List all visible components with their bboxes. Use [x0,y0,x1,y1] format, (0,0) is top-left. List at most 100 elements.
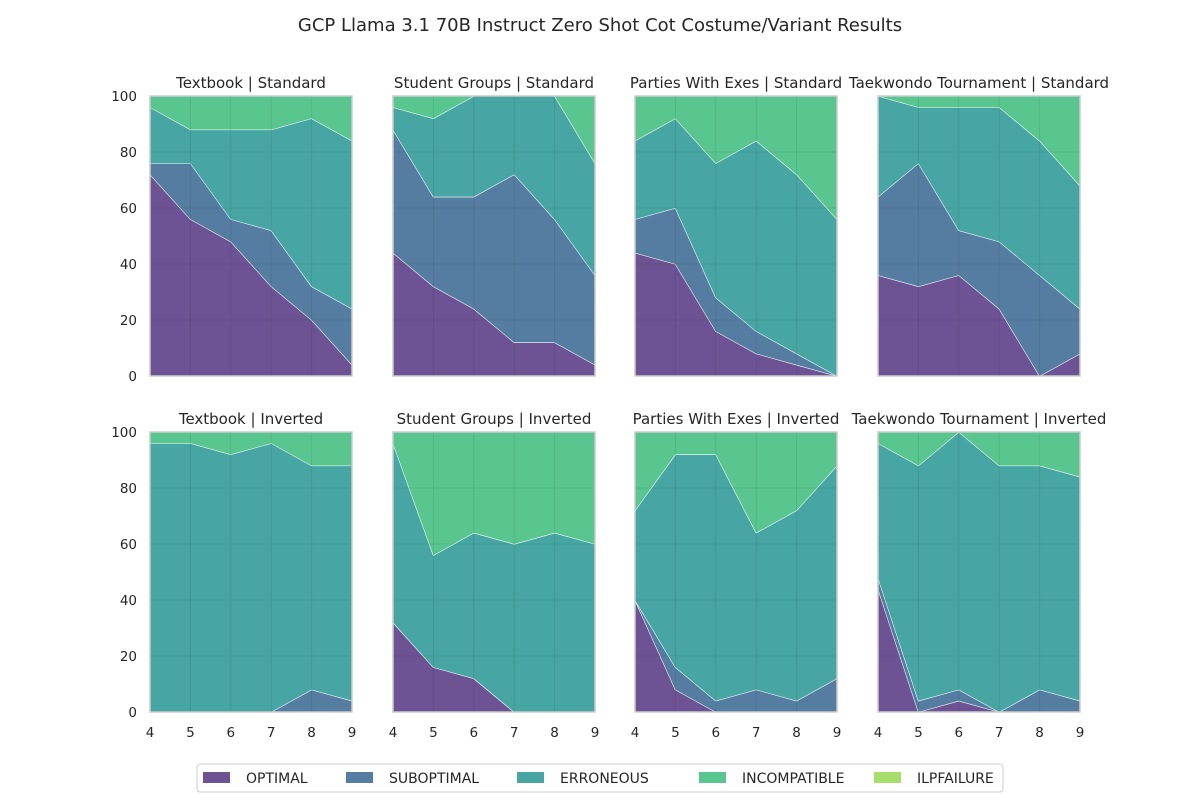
x-tick-label: 7 [752,725,761,741]
area-erroneous [878,96,1080,309]
x-tick-label: 7 [267,725,276,741]
area-optimal [635,600,837,712]
y-tick-label: 60 [120,201,137,217]
area-incompatible [635,96,837,220]
panel-title: Textbook | Standard [175,74,326,92]
legend-label-ilpfailure: ILPFAILURE [917,771,994,787]
panel-title: Parties With Exes | Standard [630,74,842,92]
x-tick-label: 5 [429,725,438,741]
subplot: Taekwondo Tournament | Standard [848,74,1109,377]
x-tick-label: 7 [510,725,519,741]
x-tick-label: 6 [227,725,236,741]
area-edge-suboptimal [634,207,838,377]
area-optimal [393,622,595,712]
subplot: Student Groups | Standard [392,74,596,377]
panel-title: Parties With Exes | Inverted [633,410,840,428]
subplot: Taekwondo Tournament | Inverted 4 5 6 7 8 9 [851,410,1107,741]
legend-label-suboptimal: SUBOPTIMAL [389,771,479,787]
panel-title: Student Groups | Inverted [397,410,592,428]
area-optimal [878,275,1080,376]
subplot: Student Groups | Inverted 4 5 6 7 8 9 [389,410,600,741]
area-erroneous [393,443,595,712]
area-incompatible [150,96,352,141]
legend-label-optimal: OPTIMAL [246,771,308,787]
x-tick-label: 8 [307,725,316,741]
x-tick-label: 8 [792,725,801,741]
area-suboptimal [635,208,837,376]
x-tick-label: 9 [348,725,357,741]
y-tick-label: 80 [120,145,137,161]
plot-frame [149,431,353,713]
x-tick-label: 8 [1035,725,1044,741]
y-tick-label: 0 [128,369,137,385]
x-tick-label: 5 [914,725,923,741]
area-incompatible [150,432,352,466]
area-incompatible [878,96,1080,186]
area-erroneous [150,443,352,712]
area-incompatible [393,96,595,164]
area-suboptimal [393,129,595,365]
subplot: Parties With Exes | Inverted 4 5 6 7 8 9 [631,410,842,741]
y-tick-label: 40 [120,257,137,273]
area-optimal [635,252,837,376]
x-tick-label: 9 [833,725,842,741]
area-erroneous [635,118,837,377]
subplot: Textbook | Standard 0 20 40 60 80 100 [111,74,353,385]
area-edge-optimal [149,174,353,366]
legend: OPTIMAL SUBOPTIMAL ERRONEOUS INCOMPATIBLE IL… [196,763,1004,793]
subplot: Textbook | Inverted 0 20 40 60 80 100 4 5 6 7 8 9 [111,410,356,741]
y-tick-label: 20 [120,313,137,329]
plot-frame [877,95,1081,377]
panel-title: Taekwondo Tournament | Standard [848,74,1109,92]
area-suboptimal [878,163,1080,376]
y-tick-label: 80 [120,481,137,497]
area-optimal [150,174,352,376]
x-tick-label: 5 [186,725,195,741]
y-tick-label: 0 [128,705,137,721]
plot-frame [634,431,838,713]
legend-swatch-erroneous [517,772,544,783]
legend-swatch-optimal [203,772,230,783]
plot-frame [392,431,596,713]
panel-title: Taekwondo Tournament | Inverted [851,410,1107,428]
chart-title: GCP Llama 3.1 70B Instruct Zero Shot Cot… [298,15,902,36]
area-suboptimal [150,163,352,365]
plot-frame [877,431,1081,713]
legend-frame [196,763,1004,793]
y-tick-label: 40 [120,593,137,609]
x-tick-label: 6 [712,725,721,741]
y-tick-label: 60 [120,537,137,553]
area-suboptimal [150,689,352,712]
area-erroneous [878,432,1080,712]
x-tick-label: 6 [955,725,964,741]
x-tick-label: 4 [389,725,398,741]
legend-swatch-incompatible [699,772,726,783]
x-tick-label: 9 [591,725,600,741]
legend-label-erroneous: ERRONEOUS [560,771,649,787]
area-incompatible [878,432,1080,477]
plot-frame [392,95,596,377]
x-tick-label: 9 [1076,725,1085,741]
x-tick-label: 5 [671,725,680,741]
x-tick-label: 4 [874,725,883,741]
y-tick-label: 20 [120,649,137,665]
area-edge-suboptimal [392,129,596,276]
plot-frame [149,95,353,377]
legend-swatch-suboptimal [346,772,373,783]
panel-title: Textbook | Inverted [178,410,323,428]
plot-frame [634,95,838,377]
area-suboptimal [878,577,1080,712]
area-incompatible [635,432,837,533]
area-incompatible [393,432,595,556]
legend-swatch-ilpfailure [874,772,901,783]
x-tick-label: 8 [550,725,559,741]
x-tick-label: 7 [995,725,1004,741]
area-optimal [878,588,1080,712]
y-tick-label: 100 [111,89,137,105]
panel-title: Student Groups | Standard [394,74,594,92]
subplot: Parties With Exes | Standard [630,74,842,377]
x-tick-label: 6 [470,725,479,741]
area-erroneous [150,107,352,309]
y-tick-label: 100 [111,425,137,441]
